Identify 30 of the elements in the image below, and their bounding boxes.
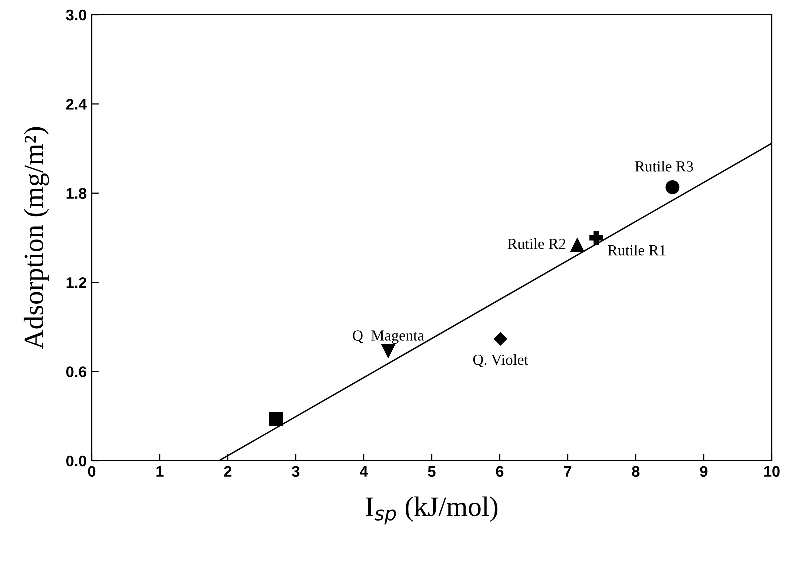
point [666,180,680,194]
x-tick-label: 2 [224,466,232,477]
series-label: Q. Violet [473,354,528,368]
series-label: Rutile R1 [608,244,666,256]
point [570,238,584,252]
point [269,412,284,426]
x-tick-label: 6 [496,466,504,478]
x-tick-label: 7 [564,466,572,477]
y-tick-label: 1.2 [66,277,87,288]
x-tick-label: 10 [764,466,780,478]
point [494,332,508,346]
y-tick-label: 0.6 [66,366,87,378]
x-tick-label: 8 [632,466,640,478]
y-tick-label: 3.0 [66,10,87,21]
series-label: Rutile R2 [508,238,566,250]
x-tick-label: 3 [292,466,300,478]
y-axis-title: Adsorption (mg/m²) [24,127,50,350]
point [382,344,396,358]
y-tick-label: 2.4 [66,99,88,110]
x-tick-label: 1 [156,466,164,477]
point [590,231,604,245]
series-label: Q Magenta [353,330,424,344]
x-tick-label: 5 [428,466,436,478]
x-tick-label: 4 [360,466,368,477]
x-tick-label: 9 [700,466,708,478]
y-tick-label: 1.8 [66,188,87,200]
x-tick-label: 0 [88,466,96,478]
y-tick-label: 0.0 [66,456,87,467]
x-axis-title: I$_{sp}$ (kJ/mol) [366,496,498,525]
series-label: Rutile R3 [635,161,694,172]
